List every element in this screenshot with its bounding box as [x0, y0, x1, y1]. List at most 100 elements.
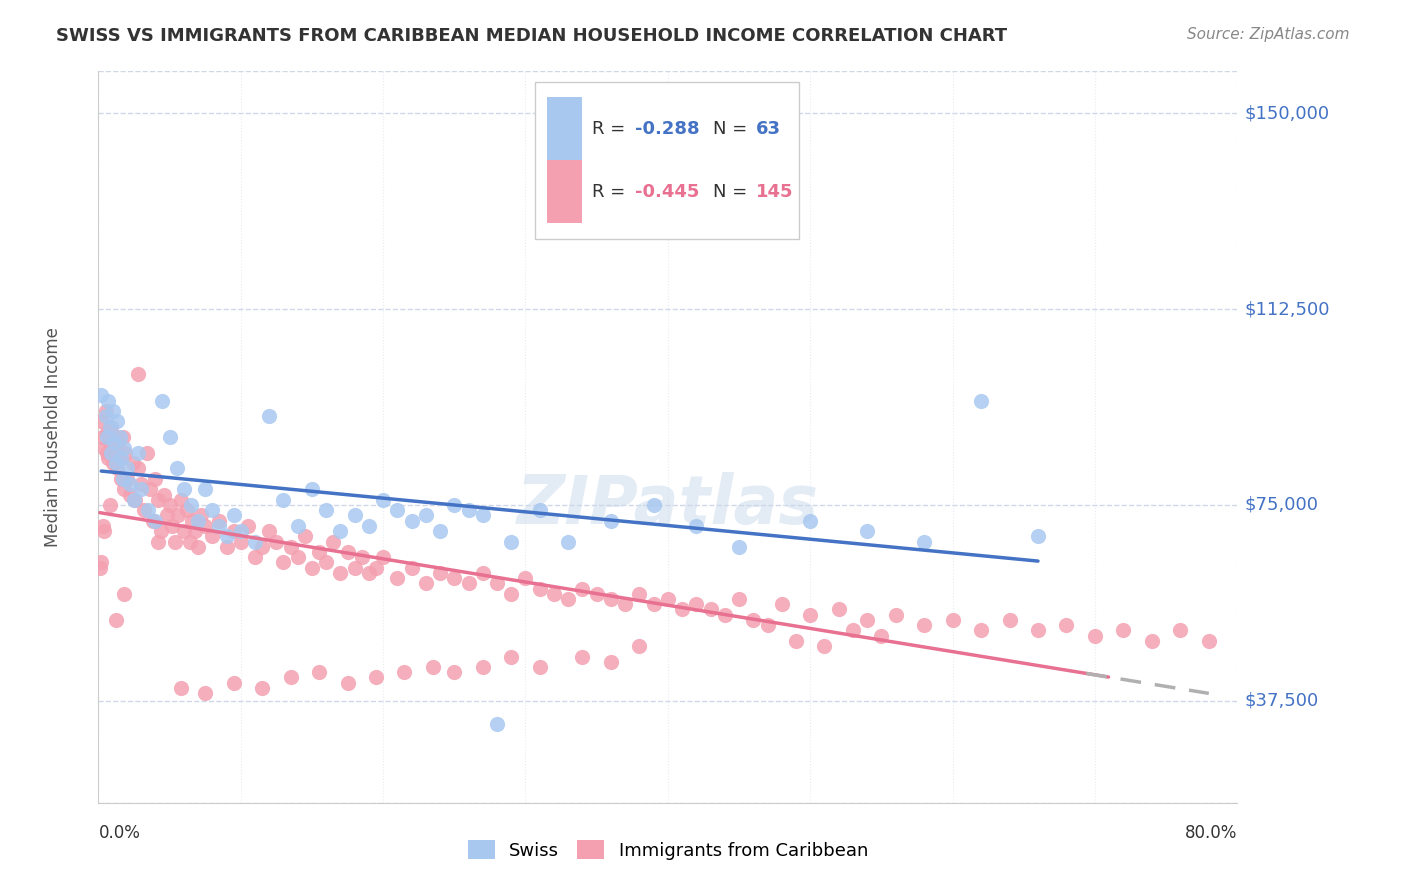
Point	[148, 534, 170, 549]
Point	[813, 639, 835, 653]
Text: R =: R =	[592, 120, 631, 138]
Point	[243, 550, 266, 565]
Point	[294, 529, 316, 543]
Point	[1140, 633, 1163, 648]
Point	[100, 446, 122, 460]
Point	[259, 524, 281, 538]
Point	[600, 655, 623, 669]
Point	[136, 503, 159, 517]
Point	[132, 503, 155, 517]
Point	[501, 649, 523, 664]
Point	[1026, 529, 1049, 543]
Point	[98, 419, 121, 434]
Text: -0.288: -0.288	[636, 120, 700, 138]
Point	[364, 670, 387, 684]
Point	[1084, 629, 1107, 643]
Point	[543, 587, 565, 601]
Point	[280, 670, 302, 684]
Point	[124, 492, 146, 507]
Point	[501, 587, 523, 601]
Point	[429, 566, 451, 580]
Point	[942, 613, 965, 627]
Point	[138, 483, 160, 497]
Point	[173, 483, 195, 497]
Point	[429, 524, 451, 538]
Point	[628, 639, 651, 653]
Point	[89, 560, 111, 574]
Text: Median Household Income: Median Household Income	[44, 327, 62, 547]
Point	[110, 472, 132, 486]
Point	[159, 498, 181, 512]
Point	[250, 681, 273, 695]
Point	[184, 524, 207, 538]
Point	[187, 514, 209, 528]
Text: $37,500: $37,500	[1244, 692, 1319, 710]
Point	[685, 519, 707, 533]
Text: N =: N =	[713, 120, 754, 138]
Point	[176, 503, 198, 517]
Point	[118, 477, 141, 491]
Point	[336, 675, 359, 690]
Point	[129, 477, 152, 491]
Point	[145, 472, 167, 486]
Point	[165, 534, 187, 549]
Point	[799, 514, 821, 528]
Point	[350, 550, 373, 565]
Point	[112, 441, 135, 455]
Point	[100, 419, 122, 434]
FancyBboxPatch shape	[547, 97, 582, 161]
Point	[728, 592, 751, 607]
Point	[236, 519, 259, 533]
Point	[1170, 624, 1192, 638]
Point	[856, 524, 879, 538]
Point	[167, 508, 190, 523]
Point	[108, 450, 131, 465]
Point	[201, 529, 224, 543]
Point	[415, 576, 437, 591]
Point	[148, 492, 170, 507]
Point	[222, 524, 245, 538]
Point	[141, 514, 163, 528]
Point	[315, 556, 337, 570]
Point	[287, 550, 309, 565]
Point	[162, 519, 184, 533]
Point	[571, 582, 593, 596]
Point	[471, 566, 494, 580]
Point	[93, 524, 115, 538]
Point	[671, 602, 693, 616]
Point	[179, 534, 201, 549]
Point	[912, 618, 935, 632]
Point	[222, 675, 245, 690]
Point	[187, 540, 209, 554]
Point	[96, 446, 118, 460]
Point	[93, 441, 115, 455]
Point	[166, 461, 188, 475]
Point	[101, 404, 124, 418]
Point	[842, 624, 865, 638]
Point	[373, 550, 395, 565]
Point	[699, 602, 721, 616]
Point	[229, 534, 252, 549]
Point	[742, 613, 765, 627]
Point	[98, 498, 121, 512]
Point	[970, 393, 993, 408]
Point	[387, 571, 409, 585]
Point	[357, 566, 380, 580]
Point	[401, 560, 423, 574]
Point	[127, 461, 149, 475]
Point	[471, 660, 494, 674]
Point	[415, 508, 437, 523]
Point	[329, 524, 352, 538]
Point	[118, 487, 141, 501]
Point	[884, 607, 907, 622]
Point	[121, 456, 143, 470]
Point	[107, 441, 129, 455]
Point	[870, 629, 893, 643]
Point	[273, 492, 295, 507]
Point	[443, 498, 465, 512]
Point	[329, 566, 352, 580]
Text: SWISS VS IMMIGRANTS FROM CARIBBEAN MEDIAN HOUSEHOLD INCOME CORRELATION CHART: SWISS VS IMMIGRANTS FROM CARIBBEAN MEDIA…	[56, 27, 1007, 45]
Point	[515, 571, 537, 585]
Point	[322, 534, 344, 549]
Point	[273, 556, 295, 570]
